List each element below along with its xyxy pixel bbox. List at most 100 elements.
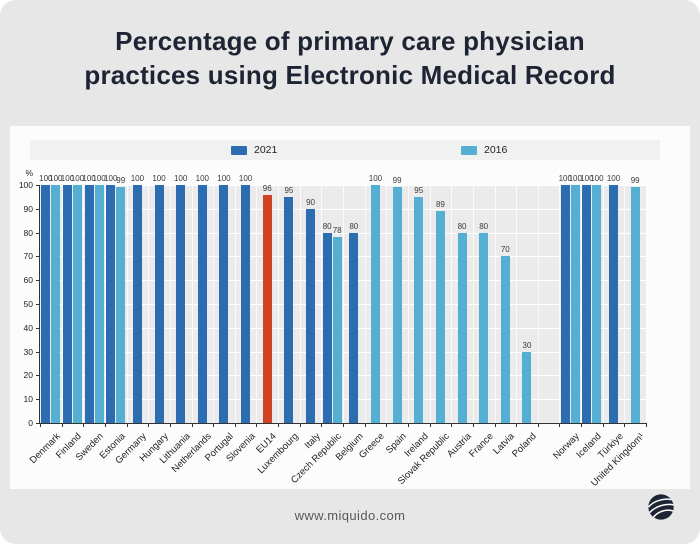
- horizontal-gridline: [40, 232, 646, 234]
- x-tick: [386, 423, 388, 427]
- value-label: 99: [392, 176, 402, 186]
- y-tick-label: 70: [23, 251, 33, 262]
- bar-2021-belgium: [349, 232, 359, 423]
- bar-2021-eu14: [262, 194, 272, 423]
- value-label: 100: [39, 174, 53, 183]
- y-tick-label: 20: [23, 370, 33, 381]
- y-axis-unit-label: %: [25, 168, 33, 178]
- legend-item-2016: 2016: [461, 140, 507, 160]
- bar-2016-poland: [522, 351, 532, 423]
- y-tick: [36, 327, 40, 329]
- legend-swatch-2016: [461, 145, 477, 155]
- value-label: 30: [522, 340, 532, 350]
- y-tick: [36, 185, 40, 186]
- bar-2016-united-kingdom-: [630, 187, 640, 423]
- bar-2021-estonia: [106, 185, 116, 423]
- horizontal-gridline: [40, 185, 646, 186]
- bar-2021-germany: [132, 185, 142, 423]
- x-tick: [126, 423, 128, 427]
- value-label: 100: [238, 174, 253, 183]
- value-label: 78: [332, 226, 342, 236]
- legend-label-2021: 2021: [254, 144, 278, 156]
- bar-2016-latvia: [500, 256, 510, 423]
- legend-item-2021: 2021: [231, 140, 277, 160]
- horizontal-gridline: [40, 375, 646, 377]
- y-tick-label: 100: [18, 180, 33, 190]
- y-tick: [36, 208, 40, 210]
- bar-2016-estonia: [116, 187, 126, 423]
- bar-2016-slovak-republic: [435, 211, 445, 423]
- x-tick: [537, 423, 539, 427]
- x-tick: [343, 423, 344, 427]
- value-label: 100: [173, 174, 188, 183]
- x-tick: [191, 423, 193, 427]
- x-tick: [451, 423, 453, 427]
- y-tick: [36, 399, 40, 401]
- value-label: 70: [500, 245, 510, 255]
- value-label: 95: [414, 185, 424, 195]
- x-tick: [299, 423, 301, 427]
- bar-2016-france: [479, 232, 489, 423]
- value-label: 100: [606, 174, 621, 183]
- x-axis-line: [39, 423, 646, 424]
- horizontal-gridline: [40, 208, 646, 210]
- bar-2016-greece: [370, 185, 380, 423]
- x-tick: [364, 423, 366, 427]
- value-label: 99: [116, 176, 126, 186]
- bar-2021-portugal: [219, 185, 229, 423]
- horizontal-gridline: [40, 280, 646, 282]
- x-tick: [278, 423, 280, 427]
- value-label: 100: [82, 174, 96, 183]
- legend: 2021 2016: [30, 140, 660, 160]
- value-label: 100: [368, 174, 383, 183]
- y-tick-label: 0: [28, 418, 33, 428]
- x-tick: [148, 423, 150, 427]
- x-tick: [472, 423, 474, 427]
- value-label: 80: [479, 221, 489, 231]
- value-label: 96: [262, 183, 272, 193]
- value-label: 100: [568, 174, 582, 183]
- value-label: 80: [457, 221, 467, 231]
- x-tick: [83, 423, 85, 427]
- bar-2021-hungary: [154, 185, 164, 423]
- y-tick-label: 40: [23, 322, 33, 333]
- bar-2021-finland: [62, 185, 72, 423]
- y-tick: [36, 423, 40, 424]
- bar-2016-austria: [457, 232, 467, 423]
- value-label: 100: [60, 174, 75, 183]
- bar-2016-sweden: [94, 185, 104, 423]
- y-tick: [36, 232, 40, 234]
- bar-2021-slovenia: [241, 185, 251, 423]
- value-label: 100: [195, 174, 209, 183]
- x-tick: [407, 423, 409, 427]
- bar-2021-czech-republic: [322, 232, 332, 423]
- y-tick-label: 30: [23, 346, 33, 357]
- bar-2016-denmark: [51, 185, 61, 423]
- bar-2021-t-rkiye: [609, 185, 619, 423]
- x-tick: [213, 423, 215, 427]
- horizontal-gridline: [40, 351, 646, 353]
- value-label: 100: [70, 174, 85, 183]
- value-label: 100: [49, 174, 63, 183]
- x-tick: [104, 423, 106, 427]
- horizontal-gridline: [40, 399, 646, 401]
- x-tick: [624, 423, 626, 427]
- y-tick: [36, 256, 40, 258]
- y-tick: [36, 280, 40, 282]
- bar-chart: 0 10 20 30 40 50 60 70 80 90 100% 100 100 Denmark 100 1…: [10, 126, 690, 489]
- y-tick: [36, 375, 40, 377]
- horizontal-gridline: [40, 304, 646, 305]
- bar-2021-norway: [560, 185, 570, 423]
- value-label: 99: [630, 176, 640, 186]
- horizontal-gridline: [40, 256, 646, 258]
- y-tick: [36, 304, 40, 305]
- x-tick: [234, 423, 236, 427]
- value-label: 100: [104, 174, 118, 183]
- chart-panel: 2021 2016 0 10 20 30 40 50 60 70 80 90 100% 100 100 D…: [10, 126, 690, 489]
- bar-2021-denmark: [41, 185, 51, 423]
- value-label: 100: [92, 174, 106, 183]
- value-label: 100: [590, 174, 604, 183]
- bar-2021-sweden: [84, 185, 94, 423]
- bar-2021-luxembourg: [284, 196, 294, 423]
- x-tick: [646, 423, 647, 427]
